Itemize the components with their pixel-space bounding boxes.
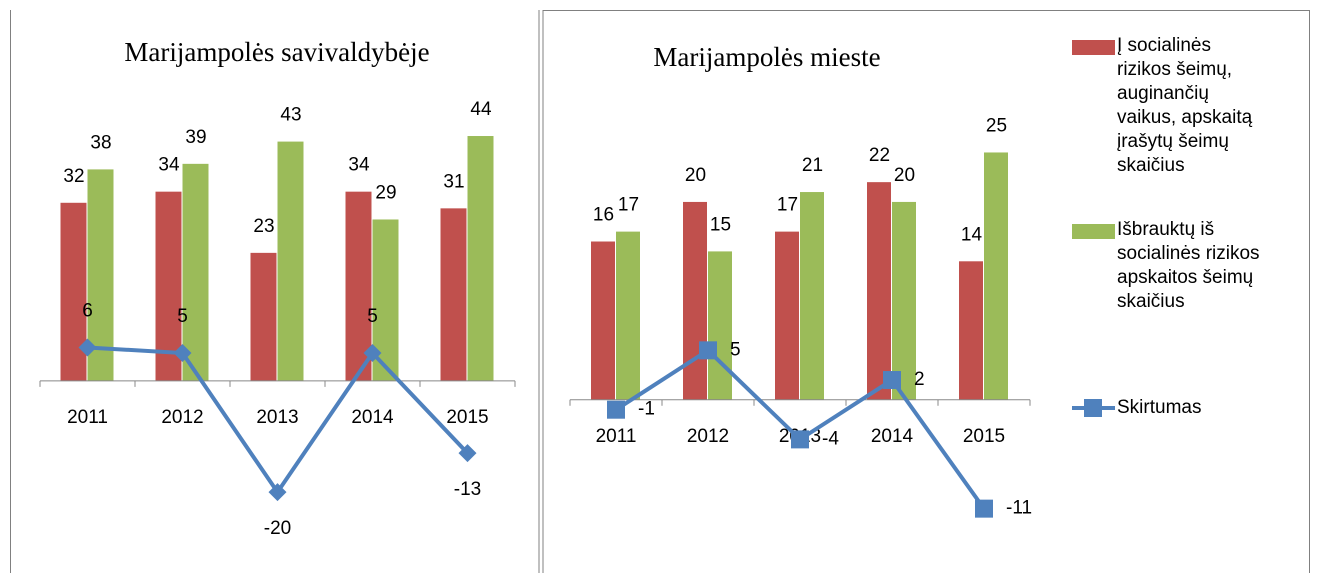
- data-label: 43: [280, 105, 301, 126]
- data-label: 39: [185, 127, 206, 148]
- data-label: 29: [375, 182, 396, 203]
- data-label: 16: [593, 205, 614, 226]
- line-marker: [883, 371, 901, 390]
- bar: [892, 201, 916, 400]
- legend-swatch: [1072, 224, 1115, 239]
- bar: [591, 241, 615, 400]
- line-marker: [458, 444, 477, 463]
- data-label: -20: [264, 518, 291, 539]
- data-label: 25: [986, 115, 1007, 136]
- x-tick-label: 2012: [687, 426, 729, 447]
- bar: [467, 136, 494, 381]
- bar: [277, 141, 304, 381]
- data-label: 20: [894, 165, 915, 186]
- line-marker: [975, 499, 993, 518]
- bar: [800, 192, 824, 400]
- line-marker: [268, 483, 287, 502]
- data-label: 2: [914, 369, 925, 390]
- data-label: 20: [685, 165, 706, 186]
- bar: [616, 231, 640, 400]
- x-tick-label: 2014: [871, 426, 914, 447]
- data-label: 17: [618, 195, 639, 216]
- bar: [440, 208, 467, 381]
- bar: [155, 191, 182, 381]
- bar: [959, 261, 983, 400]
- line-marker: [791, 430, 809, 449]
- bar: [775, 231, 799, 400]
- data-label: 32: [63, 166, 84, 187]
- data-label: 38: [90, 132, 111, 153]
- line-marker: [1084, 399, 1102, 417]
- data-label: -13: [454, 479, 481, 500]
- data-label: 23: [253, 216, 274, 237]
- line-marker: [363, 344, 382, 363]
- data-label: -4: [822, 428, 839, 449]
- chart-title: Marijampolės savivaldybėje: [124, 37, 429, 67]
- line-marker: [699, 341, 717, 360]
- legend-label: Išbrauktų iš socialinės rizikos apskaito…: [1117, 219, 1260, 312]
- line-marker: [78, 338, 97, 357]
- chart-title: Marijampolės mieste: [653, 42, 880, 72]
- data-label: 22: [869, 145, 890, 166]
- bar: [683, 201, 707, 400]
- bar: [182, 163, 209, 381]
- legend-swatch: [1072, 40, 1115, 55]
- legend-label: Į socialinės rizikos šeimų, auginančių v…: [1117, 35, 1253, 176]
- x-tick-label: 2014: [351, 407, 394, 428]
- bar: [250, 252, 277, 381]
- line-marker: [607, 400, 625, 419]
- bar: [345, 191, 372, 381]
- data-label: 17: [777, 195, 798, 216]
- data-label: -1: [638, 399, 655, 420]
- data-label: 34: [348, 155, 370, 176]
- x-tick-label: 2015: [963, 426, 1005, 447]
- data-label: 44: [470, 99, 492, 120]
- legend-label: Skirtumas: [1117, 397, 1202, 418]
- x-tick-label: 2015: [446, 407, 488, 428]
- x-tick-label: 2011: [67, 407, 108, 428]
- data-label: 15: [710, 214, 731, 235]
- line-marker: [173, 344, 192, 363]
- bar: [708, 251, 732, 400]
- data-label: 6: [82, 300, 93, 321]
- x-tick-label: 2012: [161, 407, 203, 428]
- bar: [60, 202, 87, 381]
- data-label: -11: [1006, 498, 1032, 519]
- bar: [867, 182, 891, 400]
- data-label: 34: [158, 155, 180, 176]
- data-label: 5: [730, 339, 741, 360]
- x-tick-label: 2013: [256, 407, 298, 428]
- data-label: 31: [443, 171, 464, 192]
- bar: [984, 152, 1008, 400]
- x-tick-label: 2011: [596, 426, 637, 447]
- data-label: 5: [177, 306, 188, 327]
- data-label: 14: [961, 224, 983, 245]
- data-label: 21: [802, 155, 823, 176]
- data-label: 5: [367, 306, 378, 327]
